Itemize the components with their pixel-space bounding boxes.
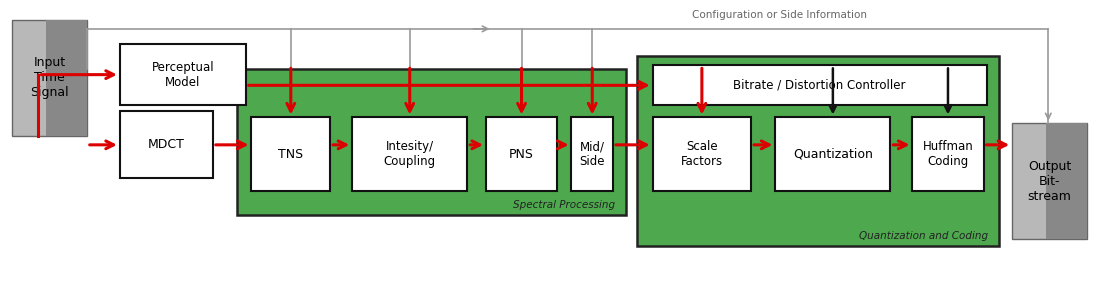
FancyBboxPatch shape [653,66,987,105]
Text: Input
Time
Signal: Input Time Signal [31,56,69,99]
FancyBboxPatch shape [46,20,87,136]
Text: Intesity/
Coupling: Intesity/ Coupling [384,140,436,168]
Text: Quantization and Coding: Quantization and Coding [858,231,988,241]
FancyBboxPatch shape [775,117,890,191]
Text: Scale
Factors: Scale Factors [680,140,723,168]
FancyBboxPatch shape [571,117,613,191]
FancyBboxPatch shape [637,56,999,245]
FancyBboxPatch shape [12,20,87,136]
Text: MDCT: MDCT [148,138,185,151]
FancyBboxPatch shape [1012,124,1087,239]
FancyBboxPatch shape [120,44,246,105]
FancyBboxPatch shape [912,117,984,191]
Text: PNS: PNS [509,148,534,160]
Text: Spectral Processing: Spectral Processing [513,201,615,210]
Text: Mid/
Side: Mid/ Side [579,140,606,168]
Text: Quantization: Quantization [793,148,873,160]
Text: Huffman
Coding: Huffman Coding [922,140,974,168]
FancyBboxPatch shape [120,111,213,178]
FancyBboxPatch shape [237,69,626,215]
Text: Bitrate / Distortion Controller: Bitrate / Distortion Controller [733,79,906,92]
FancyBboxPatch shape [352,117,467,191]
Text: Configuration or Side Information: Configuration or Side Information [692,10,867,20]
Text: Perceptual
Model: Perceptual Model [152,61,214,89]
FancyBboxPatch shape [486,117,557,191]
FancyBboxPatch shape [1045,124,1087,239]
Text: TNS: TNS [278,148,303,160]
FancyBboxPatch shape [653,117,752,191]
Text: Output
Bit-
stream: Output Bit- stream [1028,160,1072,203]
FancyBboxPatch shape [252,117,331,191]
